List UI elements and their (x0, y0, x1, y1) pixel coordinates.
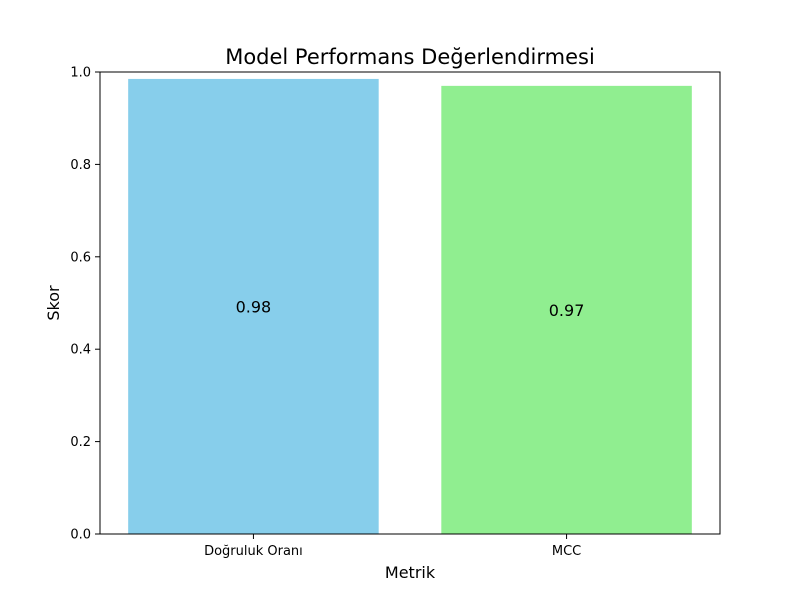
x-axis-label: Metrik (385, 563, 436, 582)
y-tick-label: 0.0 (70, 528, 91, 543)
y-tick-label: 0.6 (70, 250, 91, 265)
x-axis-ticks: Doğruluk Oranı MCC (204, 534, 581, 559)
y-axis-label: Skor (44, 285, 63, 321)
chart-title: Model Performans Değerlendirmesi (225, 45, 595, 69)
x-tick-label: MCC (552, 544, 581, 559)
y-tick-label: 0.2 (70, 435, 91, 450)
plot-frame (99, 71, 721, 535)
bars-layer: 0.98 0.97 (128, 78, 692, 535)
y-axis-ticks: 0.0 0.2 0.4 0.6 0.8 1.0 (70, 66, 100, 543)
bar-value-label: 0.98 (236, 297, 272, 316)
y-tick-label: 0.4 (70, 343, 91, 358)
y-tick-label: 0.8 (70, 158, 91, 173)
bar-do-ruluk-oran (128, 78, 379, 535)
bar-value-label: 0.97 (549, 301, 585, 320)
x-tick-label: Doğruluk Oranı (204, 544, 303, 559)
y-tick-label: 1.0 (70, 66, 91, 81)
bar-mcc (441, 85, 692, 535)
